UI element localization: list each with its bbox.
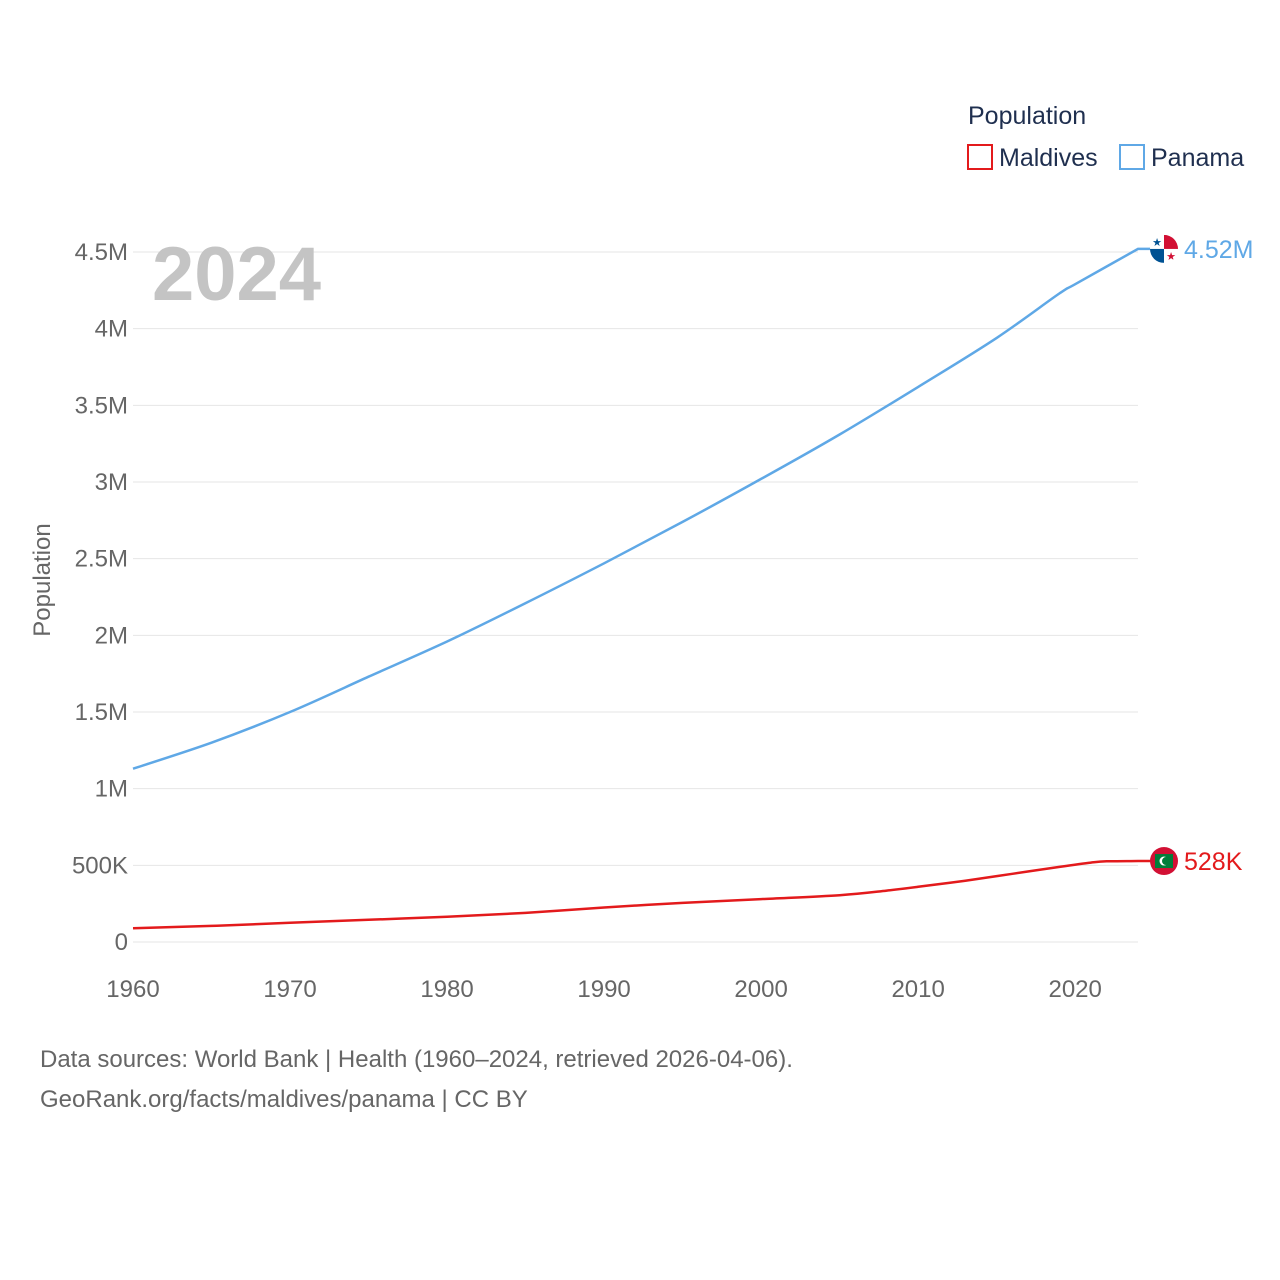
gridlines bbox=[133, 251, 1138, 943]
y-tick-label: 2M bbox=[95, 622, 128, 649]
y-axis-title: Population bbox=[29, 523, 56, 636]
star-icon: ★ bbox=[1152, 237, 1162, 249]
attribution-text: GeoRank.org/facts/maldives/panama | CC B… bbox=[40, 1086, 528, 1113]
panama-flag-icon: ★★ bbox=[1150, 234, 1178, 263]
x-axis-ticks: 1960 1970 1980 1990 2000 2010 2020 bbox=[106, 976, 1102, 1003]
legend-label-maldives: Maldives bbox=[999, 144, 1098, 172]
y-tick-label: 3M bbox=[95, 469, 128, 496]
legend-swatch-panama bbox=[1119, 144, 1145, 170]
series-lines bbox=[132, 247, 1160, 930]
x-tick-label: 1960 bbox=[106, 976, 159, 1003]
end-markers: 528K★★ 4.52M bbox=[1150, 234, 1253, 876]
year-label: 2024 bbox=[152, 232, 321, 317]
y-tick-label: 1.5M bbox=[75, 699, 128, 726]
y-tick-label: 2.5M bbox=[75, 546, 128, 573]
y-tick-label: 4.5M bbox=[75, 239, 128, 266]
x-tick-label: 1970 bbox=[263, 976, 316, 1003]
series-line-maldives bbox=[132, 859, 1160, 930]
y-axis-ticks: 0 500K 1M 1.5M 2M 2.5M 3M 3.5M 4M 4.5M bbox=[72, 239, 128, 956]
y-tick-label: 1M bbox=[95, 776, 128, 803]
end-value-label-maldives: 528K bbox=[1184, 848, 1243, 876]
y-tick-label: 4M bbox=[95, 316, 128, 343]
series-line-panama bbox=[132, 247, 1160, 770]
x-tick-label: 2010 bbox=[891, 976, 944, 1003]
star-icon: ★ bbox=[1166, 251, 1176, 263]
legend-title: Population bbox=[968, 102, 1086, 130]
y-tick-label: 500K bbox=[72, 852, 128, 879]
data-sources-text: Data sources: World Bank | Health (1960–… bbox=[40, 1046, 793, 1073]
x-tick-label: 2020 bbox=[1048, 976, 1101, 1003]
legend-item-panama[interactable]: Panama bbox=[1119, 144, 1244, 172]
y-tick-label: 3.5M bbox=[75, 392, 128, 419]
legend-item-maldives[interactable]: Maldives bbox=[967, 144, 1098, 172]
x-tick-label: 2000 bbox=[734, 976, 787, 1003]
end-value-label-panama: 4.52M bbox=[1184, 236, 1253, 264]
legend-swatch-maldives bbox=[967, 144, 993, 170]
maldives-flag-icon bbox=[1150, 847, 1178, 876]
y-tick-label: 0 bbox=[115, 929, 128, 956]
x-tick-label: 1980 bbox=[420, 976, 473, 1003]
footer: Data sources: World Bank | Health (1960–… bbox=[40, 1040, 793, 1120]
x-tick-label: 1990 bbox=[577, 976, 630, 1003]
legend: Population Maldives Panama bbox=[967, 102, 1244, 172]
legend-label-panama: Panama bbox=[1151, 144, 1244, 172]
